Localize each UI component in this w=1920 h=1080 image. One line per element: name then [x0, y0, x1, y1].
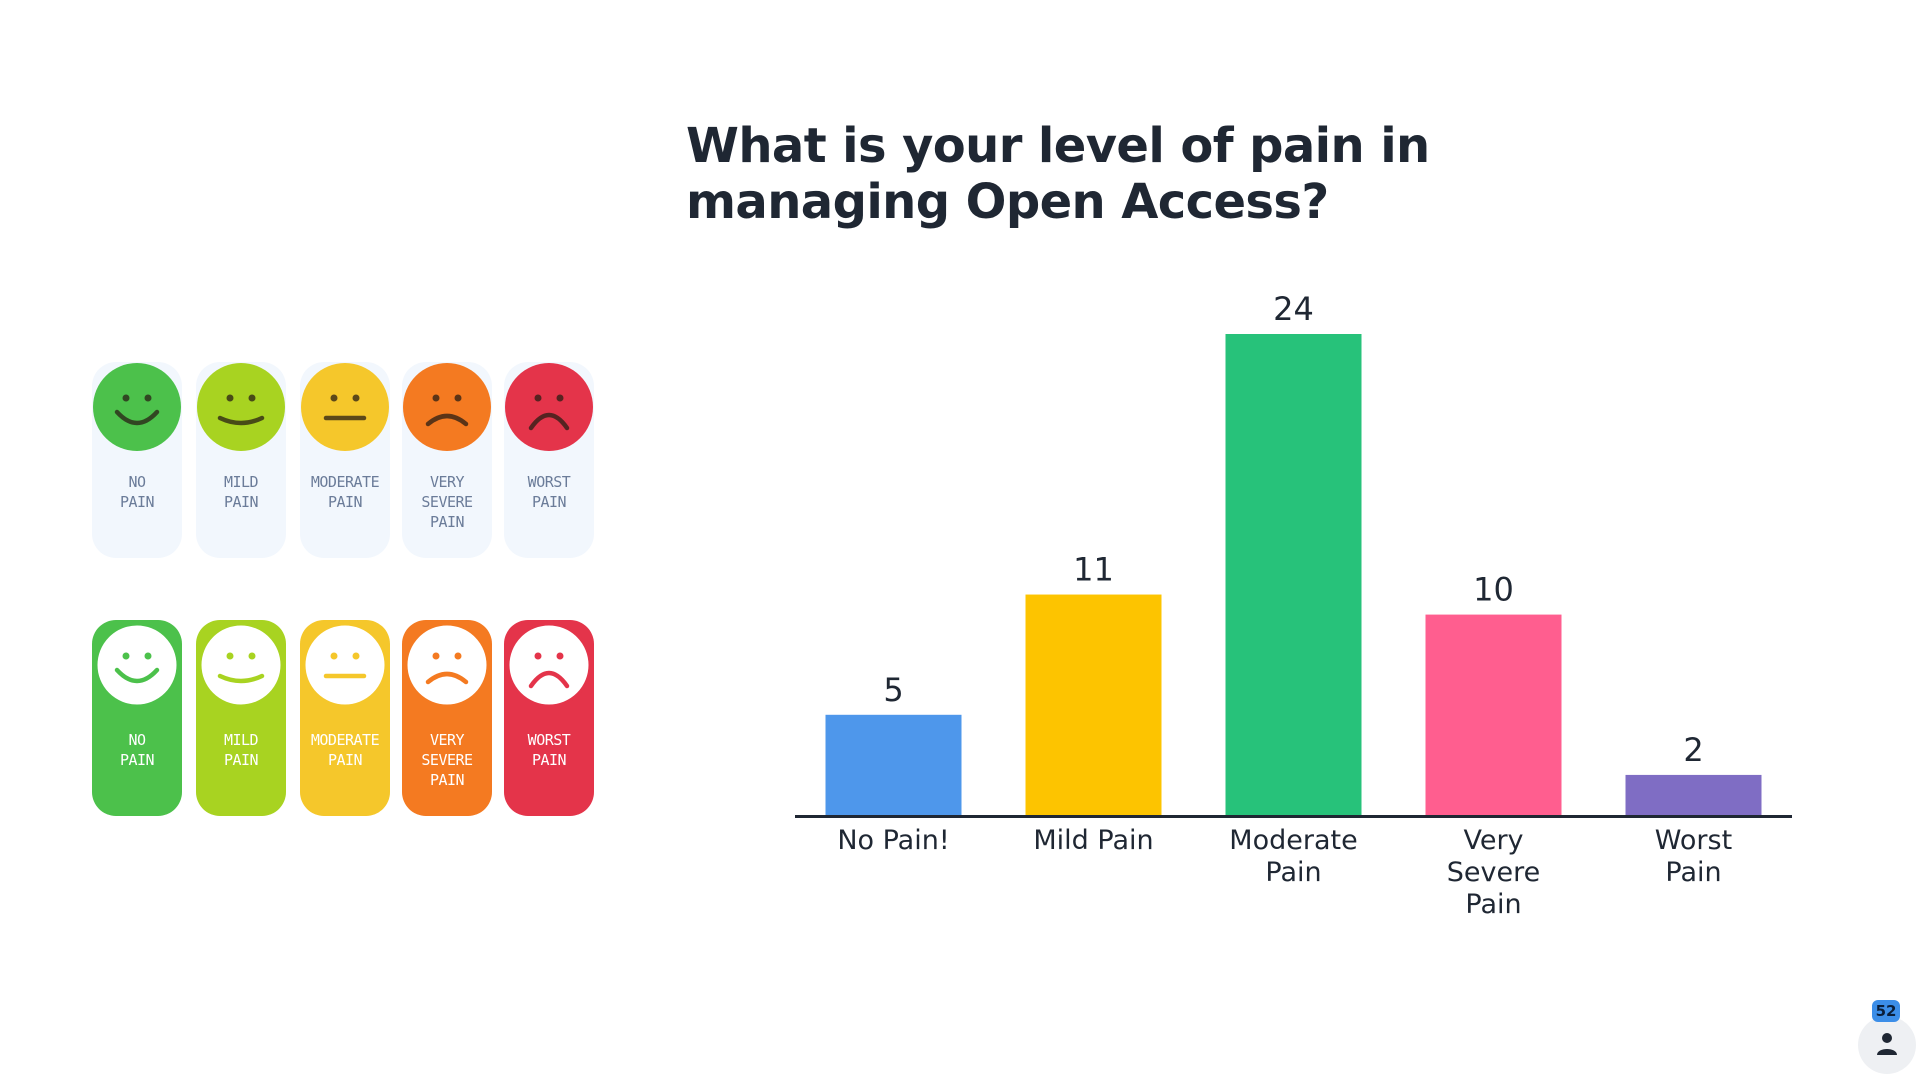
person-icon	[1877, 1033, 1897, 1055]
pain-card-3: MODERATE PAIN	[300, 620, 390, 816]
category-label: No Pain!	[837, 825, 949, 856]
pain-card-label: NO PAIN	[119, 473, 155, 511]
face-frown-icon	[402, 620, 492, 710]
slide-title: What is your level of pain in managing O…	[686, 118, 1430, 230]
bar-3	[1225, 334, 1362, 815]
category-label: Moderate Pain	[1229, 825, 1357, 888]
pain-card-2: MILD PAIN	[196, 620, 286, 816]
category-label: Mild Pain	[1033, 825, 1153, 856]
face-slight-smile-icon	[196, 362, 286, 452]
pain-card-3: MODERATE PAIN	[300, 362, 390, 558]
face-neutral-icon	[300, 362, 390, 452]
face-slight-smile-icon	[196, 620, 286, 710]
pain-card-4: VERY SEVERE PAIN	[402, 620, 492, 816]
bar-2	[1025, 594, 1162, 815]
face-sad-icon	[504, 362, 594, 452]
face-smile-icon	[92, 620, 182, 710]
pain-card-label: MODERATE PAIN	[310, 473, 380, 511]
face-neutral-icon	[300, 620, 390, 710]
bar-value-label: 24	[1273, 290, 1314, 328]
pain-card-label: MILD PAIN	[223, 731, 259, 769]
pain-card-label: MODERATE PAIN	[310, 731, 380, 769]
pain-card-1: NO PAIN	[92, 620, 182, 816]
bar-5	[1625, 774, 1762, 815]
pain-card-label: VERY SEVERE PAIN	[421, 473, 473, 531]
pain-card-4: VERY SEVERE PAIN	[402, 362, 492, 558]
pain-card-label: WORST PAIN	[527, 473, 571, 511]
pain-card-label: MILD PAIN	[223, 473, 259, 511]
pain-card-label: WORST PAIN	[527, 731, 571, 769]
bar-1	[825, 714, 962, 815]
bar-value-label: 10	[1473, 571, 1514, 609]
participants-button[interactable]: 52	[1858, 1000, 1916, 1074]
bar-value-label: 5	[883, 671, 903, 709]
pain-card-label: VERY SEVERE PAIN	[421, 731, 473, 789]
bar-value-label: 2	[1683, 731, 1703, 769]
face-frown-icon	[402, 362, 492, 452]
face-smile-icon	[92, 362, 182, 452]
pain-card-5: WORST PAIN	[504, 620, 594, 816]
pain-card-label: NO PAIN	[119, 731, 155, 769]
pain-card-5: WORST PAIN	[504, 362, 594, 558]
participant-count-badge: 52	[1872, 1000, 1900, 1022]
bar-4	[1425, 614, 1562, 815]
category-label: Worst Pain	[1655, 825, 1732, 888]
bar-value-label: 11	[1073, 551, 1114, 589]
pain-card-2: MILD PAIN	[196, 362, 286, 558]
pain-scale-illustration: NO PAIN MILD PAIN MODERATE PAIN VERY SEVERE…	[92, 362, 594, 820]
pain-card-1: NO PAIN	[92, 362, 182, 558]
category-label: Very Severe Pain	[1447, 825, 1540, 920]
face-sad-icon	[504, 620, 594, 710]
